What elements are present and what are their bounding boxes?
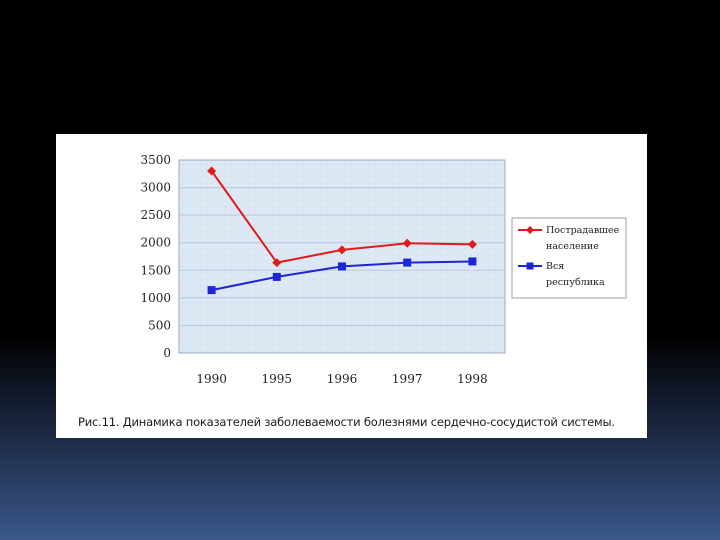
plot-area	[178, 159, 506, 354]
x-tick-label: 1995	[262, 372, 293, 386]
x-tick-label: 1990	[196, 372, 227, 386]
y-tick-label: 3500	[140, 153, 171, 167]
y-tick-label: 0	[163, 346, 171, 360]
legend: Пострадавшее население Вся республика	[511, 217, 627, 299]
chart-image: 0 500 1000 1500 2000 2500 3000 3500 1990 1995 199…	[56, 134, 647, 438]
legend-label: Вся	[546, 261, 564, 272]
data-point	[403, 258, 412, 267]
data-point	[207, 286, 216, 295]
legend-label: республика	[546, 277, 605, 288]
data-point	[337, 245, 347, 255]
y-tick-label: 2000	[140, 236, 171, 250]
y-tick-label: 1000	[140, 291, 171, 305]
data-point	[468, 257, 477, 266]
data-point	[467, 239, 477, 249]
legend-label: Пострадавшее	[546, 225, 620, 236]
data-point	[272, 258, 282, 268]
x-axis-ticks: 1990 1995 1996 1997 1998	[196, 372, 487, 386]
y-tick-label: 1500	[140, 263, 171, 277]
data-point	[207, 166, 217, 176]
series-lines	[207, 166, 477, 295]
x-tick-label: 1998	[457, 372, 488, 386]
data-point	[272, 272, 281, 281]
x-tick-label: 1997	[392, 372, 423, 386]
y-axis-ticks: 0 500 1000 1500 2000 2500 3000 3500	[140, 153, 171, 360]
legend-marker	[526, 226, 534, 234]
y-tick-label: 500	[148, 318, 171, 332]
legend-label: население	[546, 241, 599, 252]
legend-marker	[526, 262, 534, 270]
y-tick-label: 2500	[140, 208, 171, 222]
y-tick-label: 3000	[140, 181, 171, 195]
data-point	[338, 262, 346, 271]
x-tick-label: 1996	[327, 372, 358, 386]
figure-caption: Рис.11. Динамика показателей заболеваемо…	[78, 415, 615, 429]
data-point	[402, 238, 412, 248]
